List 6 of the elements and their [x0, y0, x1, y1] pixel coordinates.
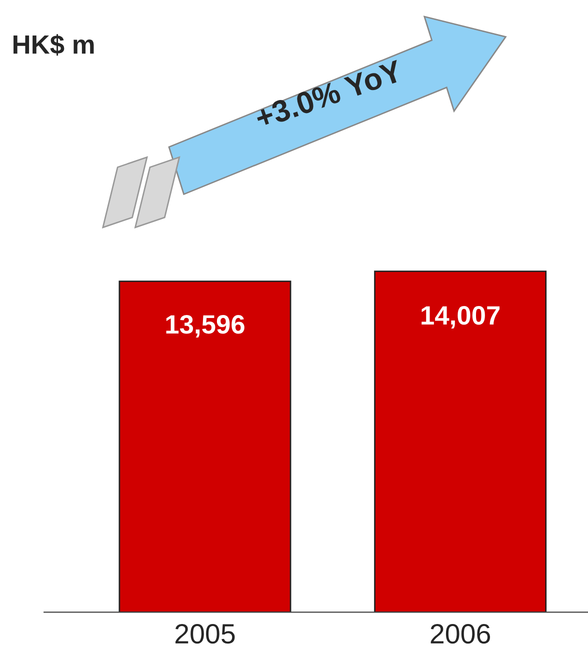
data-label: 14,007	[422, 306, 500, 329]
x-tick-label: 2006	[430, 624, 490, 644]
text: +3.0% YoY	[254, 60, 404, 130]
data-label: 13,596	[166, 315, 244, 338]
x-tick-label: 2005	[175, 624, 235, 644]
chart-title: HK$ m	[14, 34, 94, 56]
